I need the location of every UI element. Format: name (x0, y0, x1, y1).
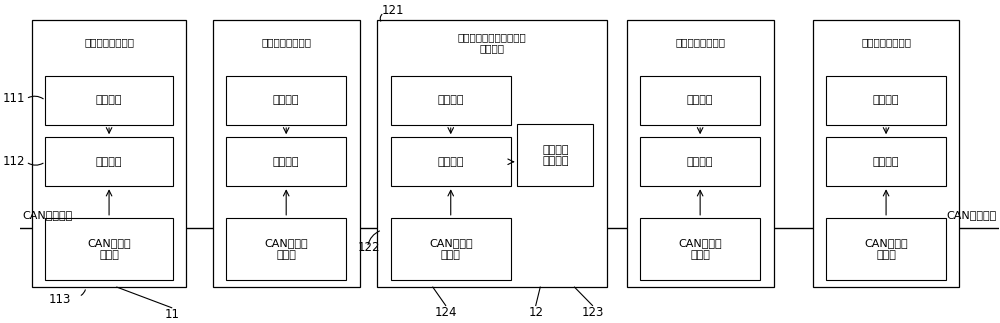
Text: 磁传感器与加速度传感器
测量模块: 磁传感器与加速度传感器 测量模块 (458, 32, 527, 54)
Bar (32, 20, 186, 287)
Text: 磁传感器测量模块: 磁传感器测量模块 (261, 38, 311, 48)
Bar (226, 218, 346, 280)
Bar (813, 20, 959, 287)
Bar (826, 218, 946, 280)
Text: 微处理器: 微处理器 (687, 157, 713, 167)
Bar (640, 76, 760, 125)
Bar (826, 137, 946, 186)
Text: CAN总线通信: CAN总线通信 (946, 210, 997, 220)
Bar (627, 20, 774, 287)
Bar (391, 137, 511, 186)
Text: 微处理器: 微处理器 (273, 157, 299, 167)
Text: 磁传感器: 磁传感器 (437, 95, 464, 105)
Text: 磁传感器测量模块: 磁传感器测量模块 (861, 38, 911, 48)
Bar (826, 76, 946, 125)
Text: 磁传感器测量模块: 磁传感器测量模块 (84, 38, 134, 48)
Text: 磁传感器: 磁传感器 (96, 95, 122, 105)
Text: 三轴加速
度传感器: 三轴加速 度传感器 (542, 145, 569, 166)
Text: 磁传感器: 磁传感器 (873, 95, 899, 105)
Text: 124: 124 (434, 306, 457, 319)
Text: 112: 112 (2, 155, 25, 168)
Text: CAN总线通
信接口: CAN总线通 信接口 (864, 238, 908, 260)
Text: 121: 121 (382, 5, 405, 17)
Bar (517, 124, 593, 186)
Text: 磁传感器测量模块: 磁传感器测量模块 (675, 38, 725, 48)
Text: 111: 111 (2, 92, 25, 105)
Text: 123: 123 (581, 306, 604, 319)
Bar (45, 218, 173, 280)
Bar (226, 76, 346, 125)
Bar (377, 20, 607, 287)
Bar (45, 137, 173, 186)
Text: CAN总线通
信接口: CAN总线通 信接口 (264, 238, 308, 260)
Text: CAN总线通信: CAN总线通信 (22, 210, 72, 220)
Bar (45, 76, 173, 125)
Text: CAN总线通
信接口: CAN总线通 信接口 (678, 238, 722, 260)
Text: 微处理器: 微处理器 (96, 157, 122, 167)
Bar (391, 218, 511, 280)
Text: CAN总线通
信接口: CAN总线通 信接口 (429, 238, 473, 260)
Text: 微处理器: 微处理器 (873, 157, 899, 167)
Text: 磁传感器: 磁传感器 (273, 95, 299, 105)
Text: 12: 12 (528, 306, 543, 319)
Text: 122: 122 (358, 241, 380, 254)
Text: 微处理器: 微处理器 (437, 157, 464, 167)
Bar (391, 76, 511, 125)
Bar (640, 137, 760, 186)
Text: 磁传感器: 磁传感器 (687, 95, 713, 105)
Text: CAN总线通
信接口: CAN总线通 信接口 (87, 238, 131, 260)
Text: 113: 113 (49, 293, 71, 306)
Bar (640, 218, 760, 280)
Bar (226, 137, 346, 186)
Text: 11: 11 (164, 307, 179, 321)
Bar (213, 20, 360, 287)
